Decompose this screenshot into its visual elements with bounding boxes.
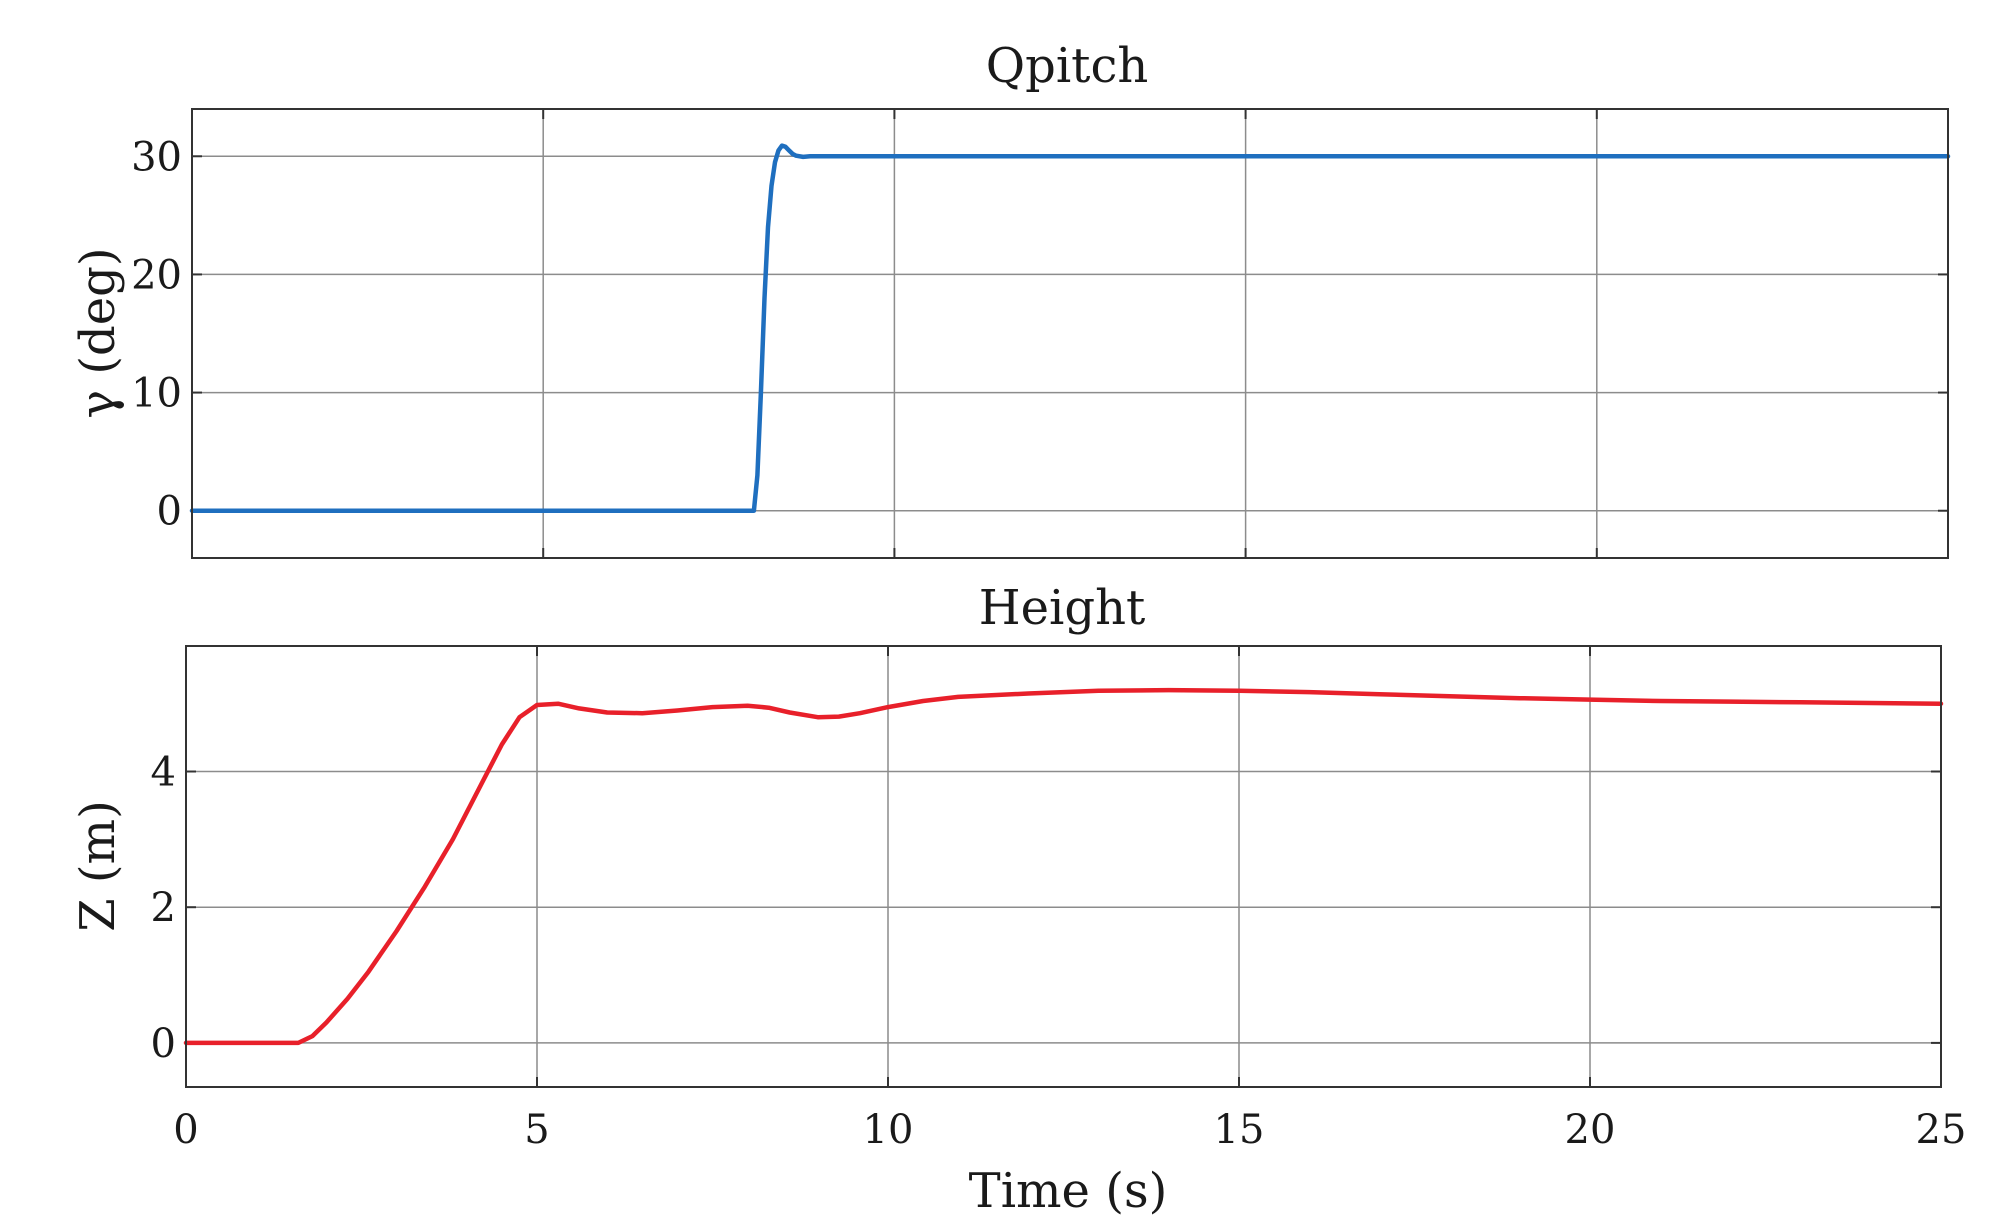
- x-tick-label: 5: [524, 1107, 549, 1153]
- height-x-axis-label: Time (s): [969, 1163, 1168, 1219]
- qpitch-plot-frame: [191, 108, 1949, 559]
- y-tick-label: 30: [131, 134, 182, 180]
- x-tick-label: 0: [173, 1107, 198, 1153]
- y-tick-label: 20: [131, 252, 182, 298]
- height-y-axis-label: Z (m): [70, 800, 126, 932]
- y-tick-label: 10: [131, 371, 182, 417]
- qpitch-grid: [191, 109, 1949, 558]
- height-title: Height: [979, 580, 1146, 636]
- x-tick-label: 25: [1916, 1107, 1967, 1153]
- height-grid: [185, 646, 1942, 1087]
- qpitch-title: Qpitch: [986, 38, 1149, 94]
- height-panel: Height 0 2 4 0 5 10 15 20 25 Z (m) Time (s): [70, 580, 1966, 1219]
- qpitch-panel: Qpitch 0 10 20 30 γ (deg): [70, 38, 1951, 559]
- x-tick-label: 10: [863, 1107, 914, 1153]
- x-tick-label: 20: [1565, 1107, 1616, 1153]
- x-tick-label: 15: [1214, 1107, 1265, 1153]
- y-tick-label: 0: [151, 1021, 176, 1067]
- y-tick-label: 2: [151, 885, 176, 931]
- height-plot-frame: [185, 645, 1942, 1088]
- height-x-tick-labels: 0 5 10 15 20 25: [173, 1107, 1966, 1153]
- height-y-tick-labels: 0 2 4: [151, 750, 176, 1067]
- qpitch-y-tick-labels: 0 10 20 30: [131, 134, 182, 534]
- qpitch-y-axis-label: γ (deg): [70, 247, 126, 418]
- qpitch-series-line: [189, 143, 1951, 513]
- height-series-line: [183, 687, 1944, 1046]
- y-tick-label: 0: [157, 489, 182, 535]
- y-tick-label: 4: [151, 750, 176, 796]
